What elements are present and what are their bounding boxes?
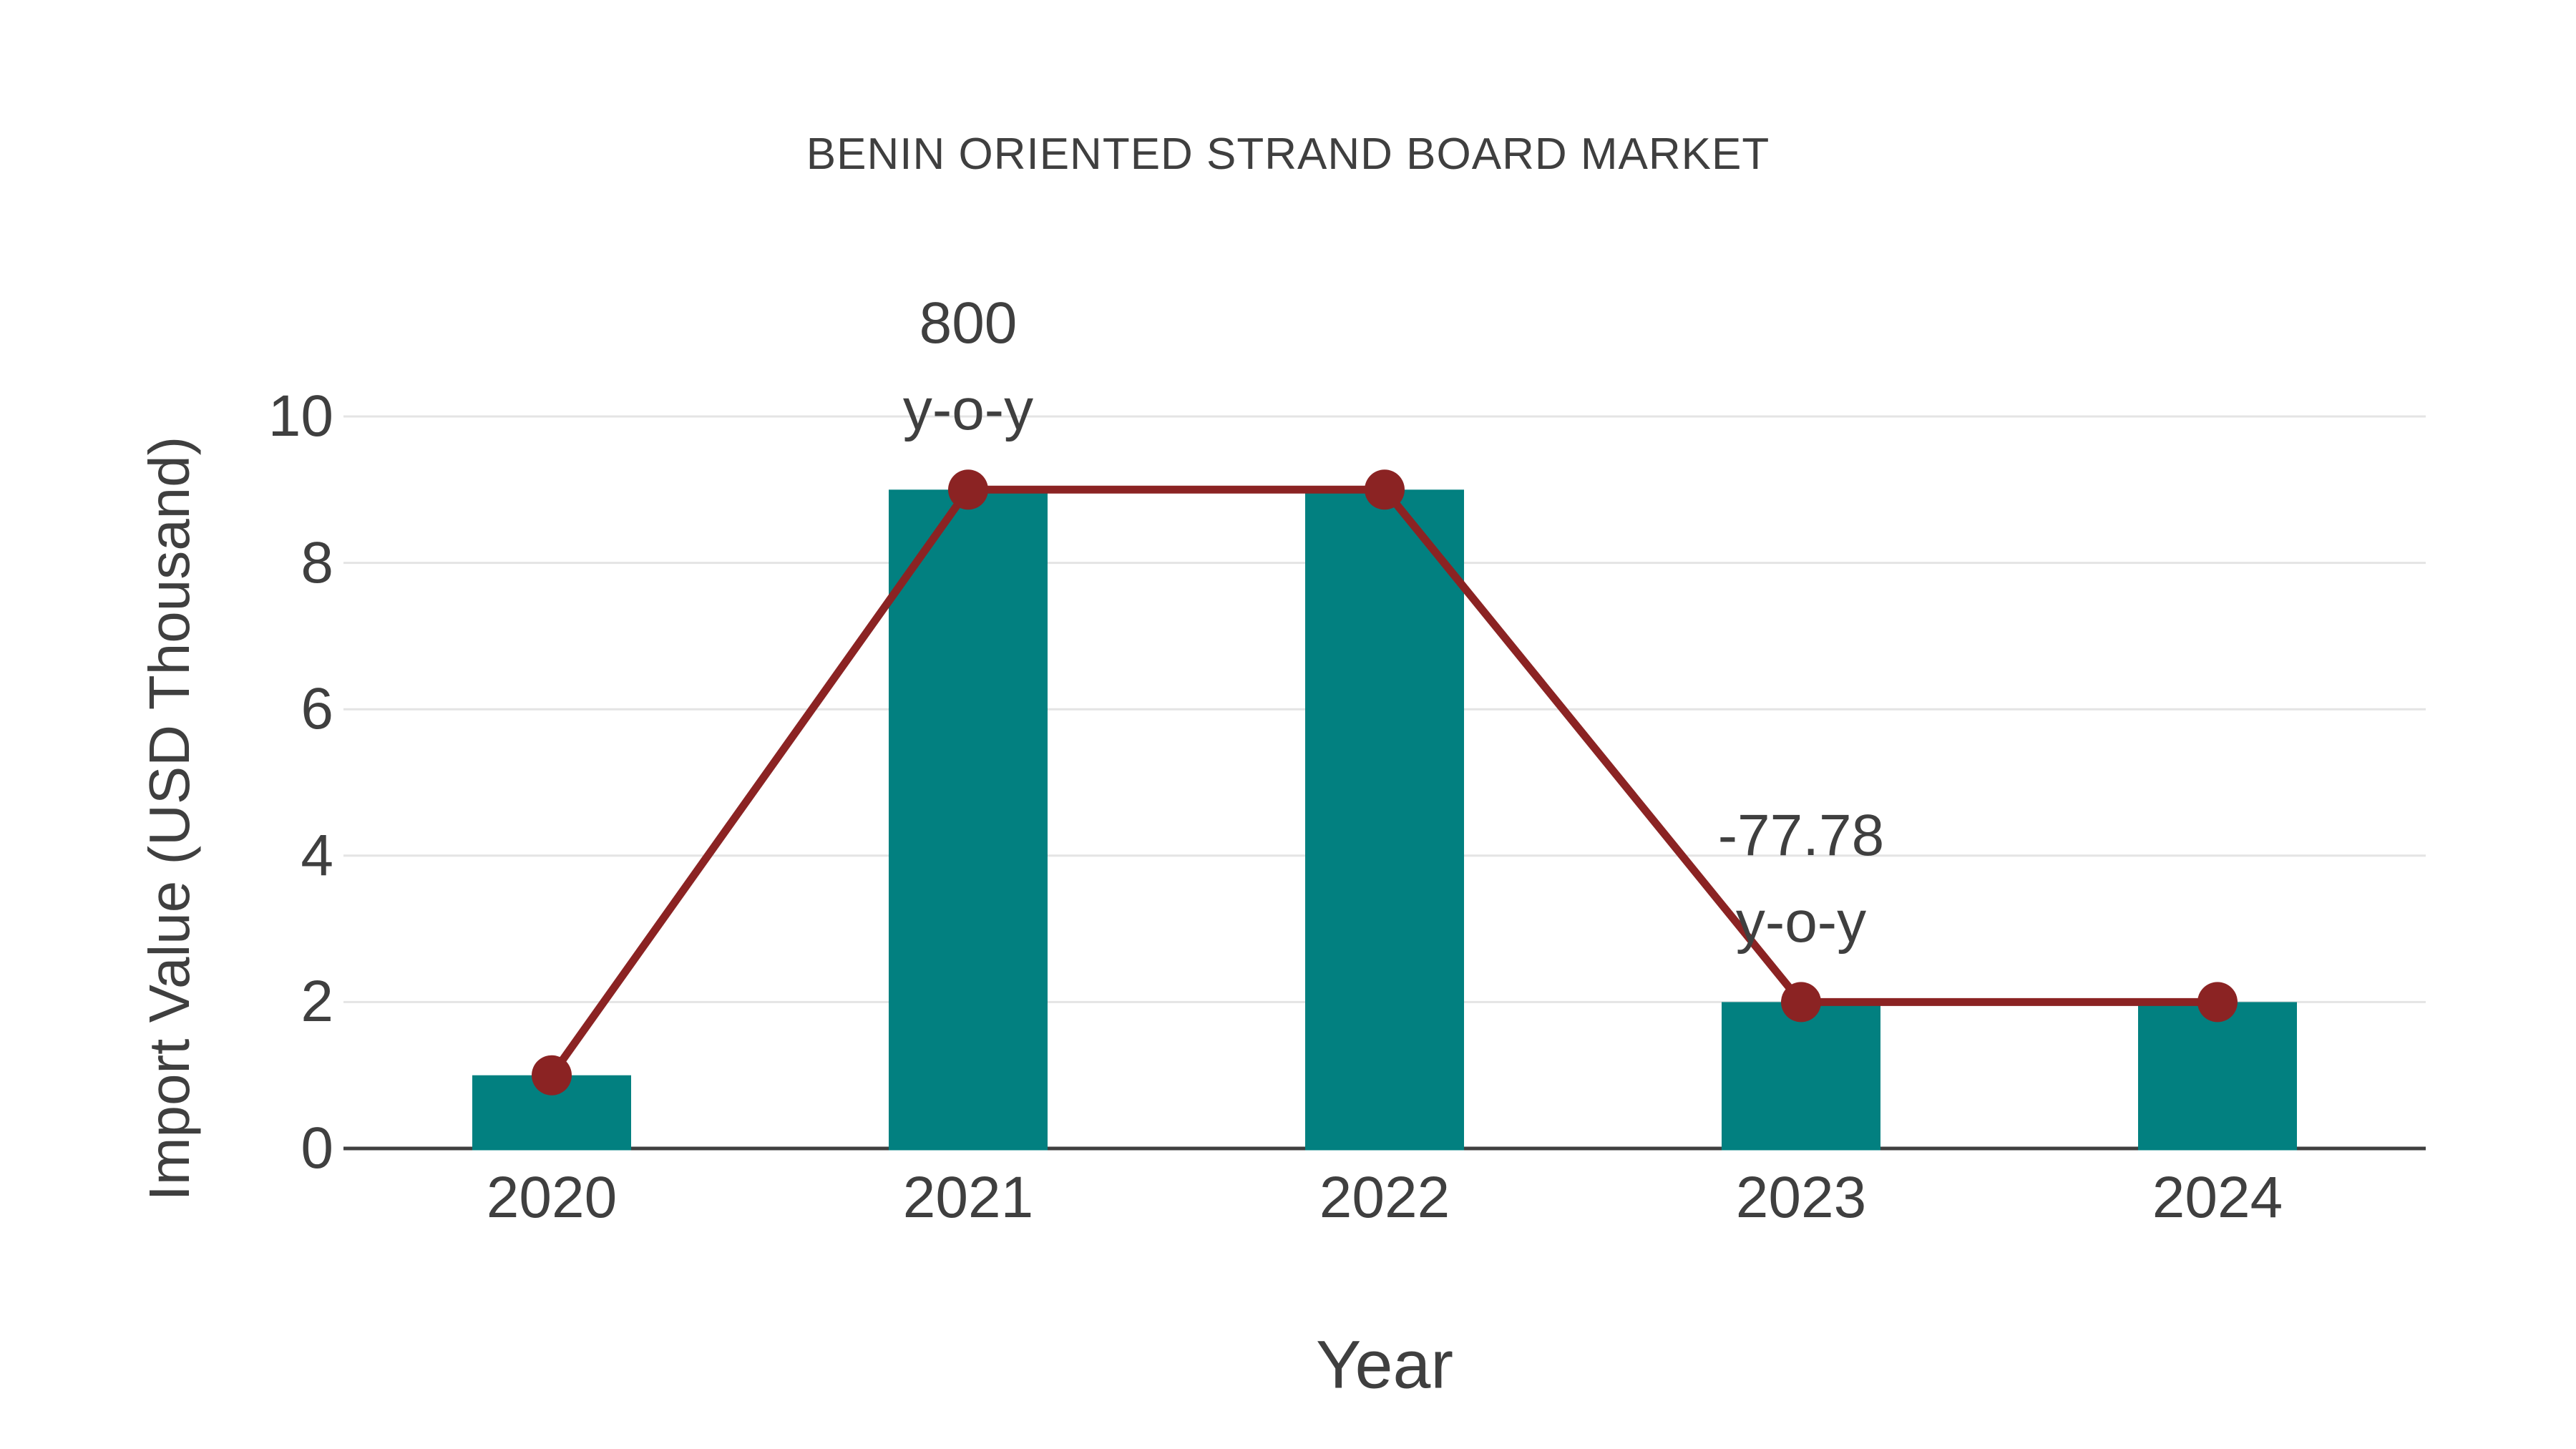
bar-2022 <box>1305 489 1464 1151</box>
x-axis-title: Year <box>1316 1327 1453 1403</box>
marker-2024 <box>2197 982 2238 1023</box>
y-axis-title: Import Value (USD Thousand) <box>137 436 201 1201</box>
bar-2021 <box>889 489 1048 1151</box>
bar-2023 <box>1722 1002 1880 1151</box>
bar-2024 <box>2138 1002 2297 1151</box>
marker-2020 <box>532 1055 572 1096</box>
chart-title: BENIN ORIENTED STRAND BOARD MARKET <box>806 130 1770 179</box>
marker-2022 <box>1365 469 1405 510</box>
marker-2023 <box>1781 982 1821 1023</box>
marker-2021 <box>948 469 988 510</box>
